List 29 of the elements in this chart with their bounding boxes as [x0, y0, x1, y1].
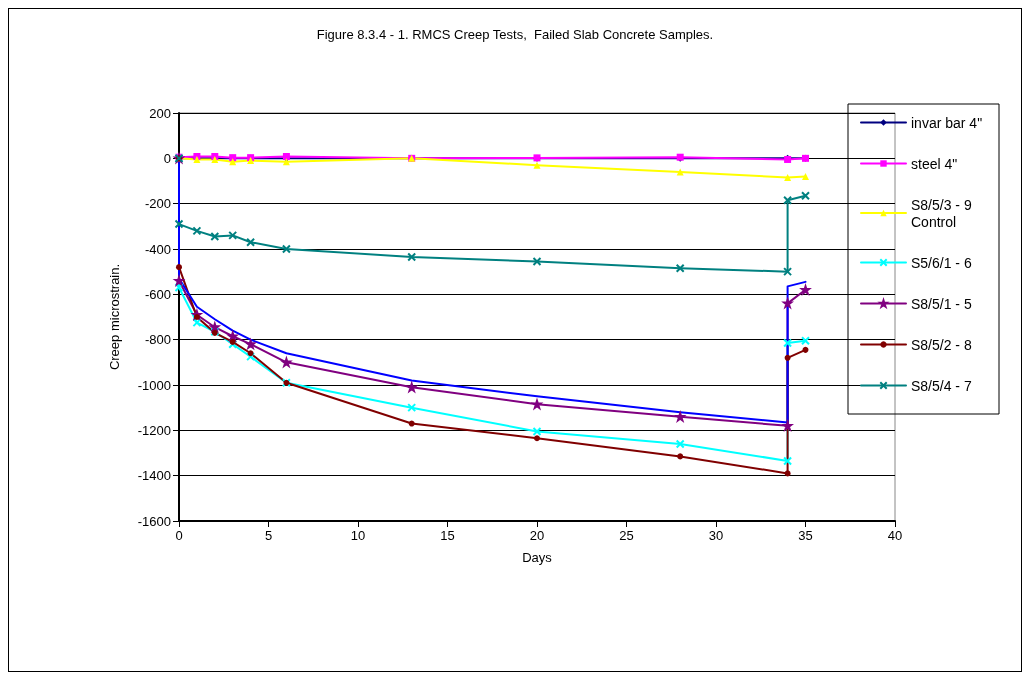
y-tick-label: -1000: [137, 377, 171, 393]
y-tick-label: -800: [144, 332, 171, 348]
x-axis-title: Days: [522, 550, 553, 565]
legend-label: S8/5/3 - 9 Control: [911, 196, 976, 230]
x-tick-label: 5: [264, 528, 273, 543]
y-tick-label: -600: [144, 286, 171, 302]
legend-label: S8/5/1 - 5: [911, 295, 972, 312]
y-tick-label: -1200: [137, 422, 171, 438]
legend-label: invar bar 4": [911, 114, 983, 131]
y-axis-title: Creep microstrain.: [107, 263, 122, 371]
x-tick-label: 40: [887, 528, 903, 543]
y-tick-label: 200: [149, 105, 171, 121]
x-tick-label: 30: [708, 528, 724, 543]
x-tick-label: 15: [440, 528, 455, 543]
y-tick-label: -400: [144, 241, 171, 257]
x-tick-label: 20: [529, 528, 545, 543]
y-tick-label: -200: [144, 196, 171, 212]
x-tick-label: 0: [175, 528, 183, 543]
legend-label: S8/5/4 - 7: [911, 377, 972, 394]
chart-title: Figure 8.3.4 - 1. RMCS Creep Tests, Failed Slab Concrete Samples.: [316, 27, 714, 42]
x-tick-label: 35: [798, 528, 813, 543]
x-tick-label: 25: [619, 528, 634, 543]
x-tick-label: 10: [350, 528, 366, 543]
legend-label: S8/5/2 - 8: [911, 336, 972, 353]
legend-label: steel 4": [911, 155, 958, 172]
y-tick-label: -1600: [137, 513, 171, 529]
y-tick-label: 0: [163, 150, 171, 166]
y-tick-label: -1400: [137, 468, 171, 484]
legend-label: S5/6/1 - 6: [911, 254, 972, 271]
